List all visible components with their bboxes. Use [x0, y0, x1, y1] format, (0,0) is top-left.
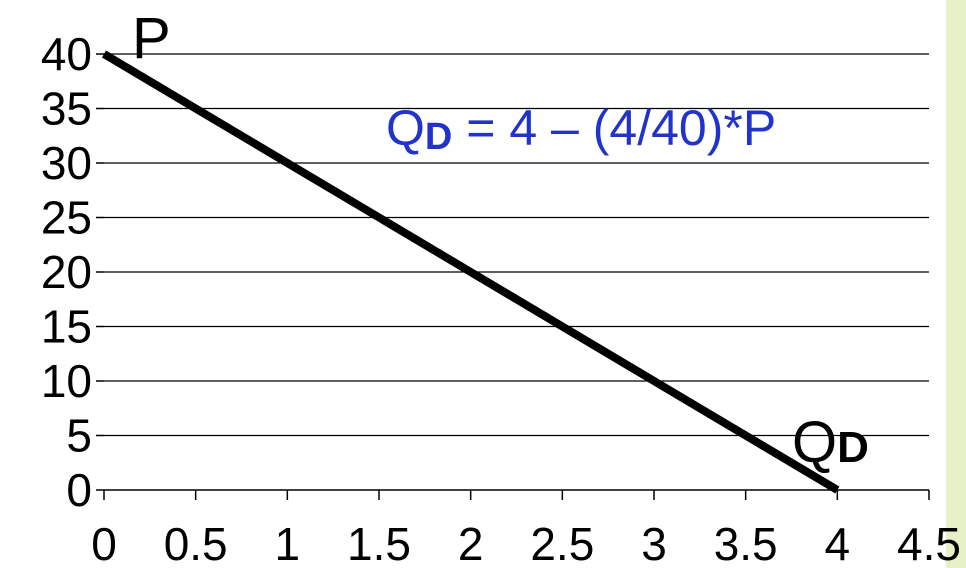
equation-rest: = 4 – (4/40)*P	[452, 100, 776, 156]
x-tick-labels: 0 0.5 1 1.5 2 2.5 3 3.5 4 4.5	[91, 518, 961, 568]
gridlines	[104, 53, 929, 437]
y-tick-label: 0	[66, 464, 92, 516]
y-tick-label: 10	[41, 355, 92, 407]
x-tick-label: 3	[641, 518, 667, 568]
x-tick-label: 4.5	[897, 518, 961, 568]
x-tick-label: 1.5	[347, 518, 411, 568]
equation-sub: D	[425, 116, 452, 158]
x-tick-label: 4	[825, 518, 851, 568]
y-tick-label: 30	[41, 137, 92, 189]
y-tick-label: 40	[41, 28, 92, 80]
x-axis-label-main: Q	[792, 410, 837, 475]
equation-q: Q	[386, 100, 425, 156]
y-tick-label: 35	[41, 83, 92, 135]
demand-line	[101, 50, 840, 494]
x-tick-label: 2	[458, 518, 484, 568]
series-group	[101, 50, 840, 494]
x-tick-label: 2.5	[530, 518, 594, 568]
y-tick-label: 20	[41, 246, 92, 298]
y-tick-label: 25	[41, 192, 92, 244]
y-tick-label: 5	[66, 410, 92, 462]
x-axis-label-sub: D	[837, 423, 869, 472]
axes	[96, 53, 930, 500]
demand-equation: QD = 4 – (4/40)*P	[386, 100, 776, 158]
y-tick-label: 15	[41, 301, 92, 353]
y-axis-label: P	[132, 6, 171, 71]
x-tick-label: 1	[275, 518, 301, 568]
x-tick-label: 3.5	[714, 518, 778, 568]
right-border-strip	[946, 0, 966, 568]
x-axis-label: QD	[792, 410, 869, 475]
x-tick-label: 0	[91, 518, 117, 568]
x-tick-label: 0.5	[164, 518, 228, 568]
